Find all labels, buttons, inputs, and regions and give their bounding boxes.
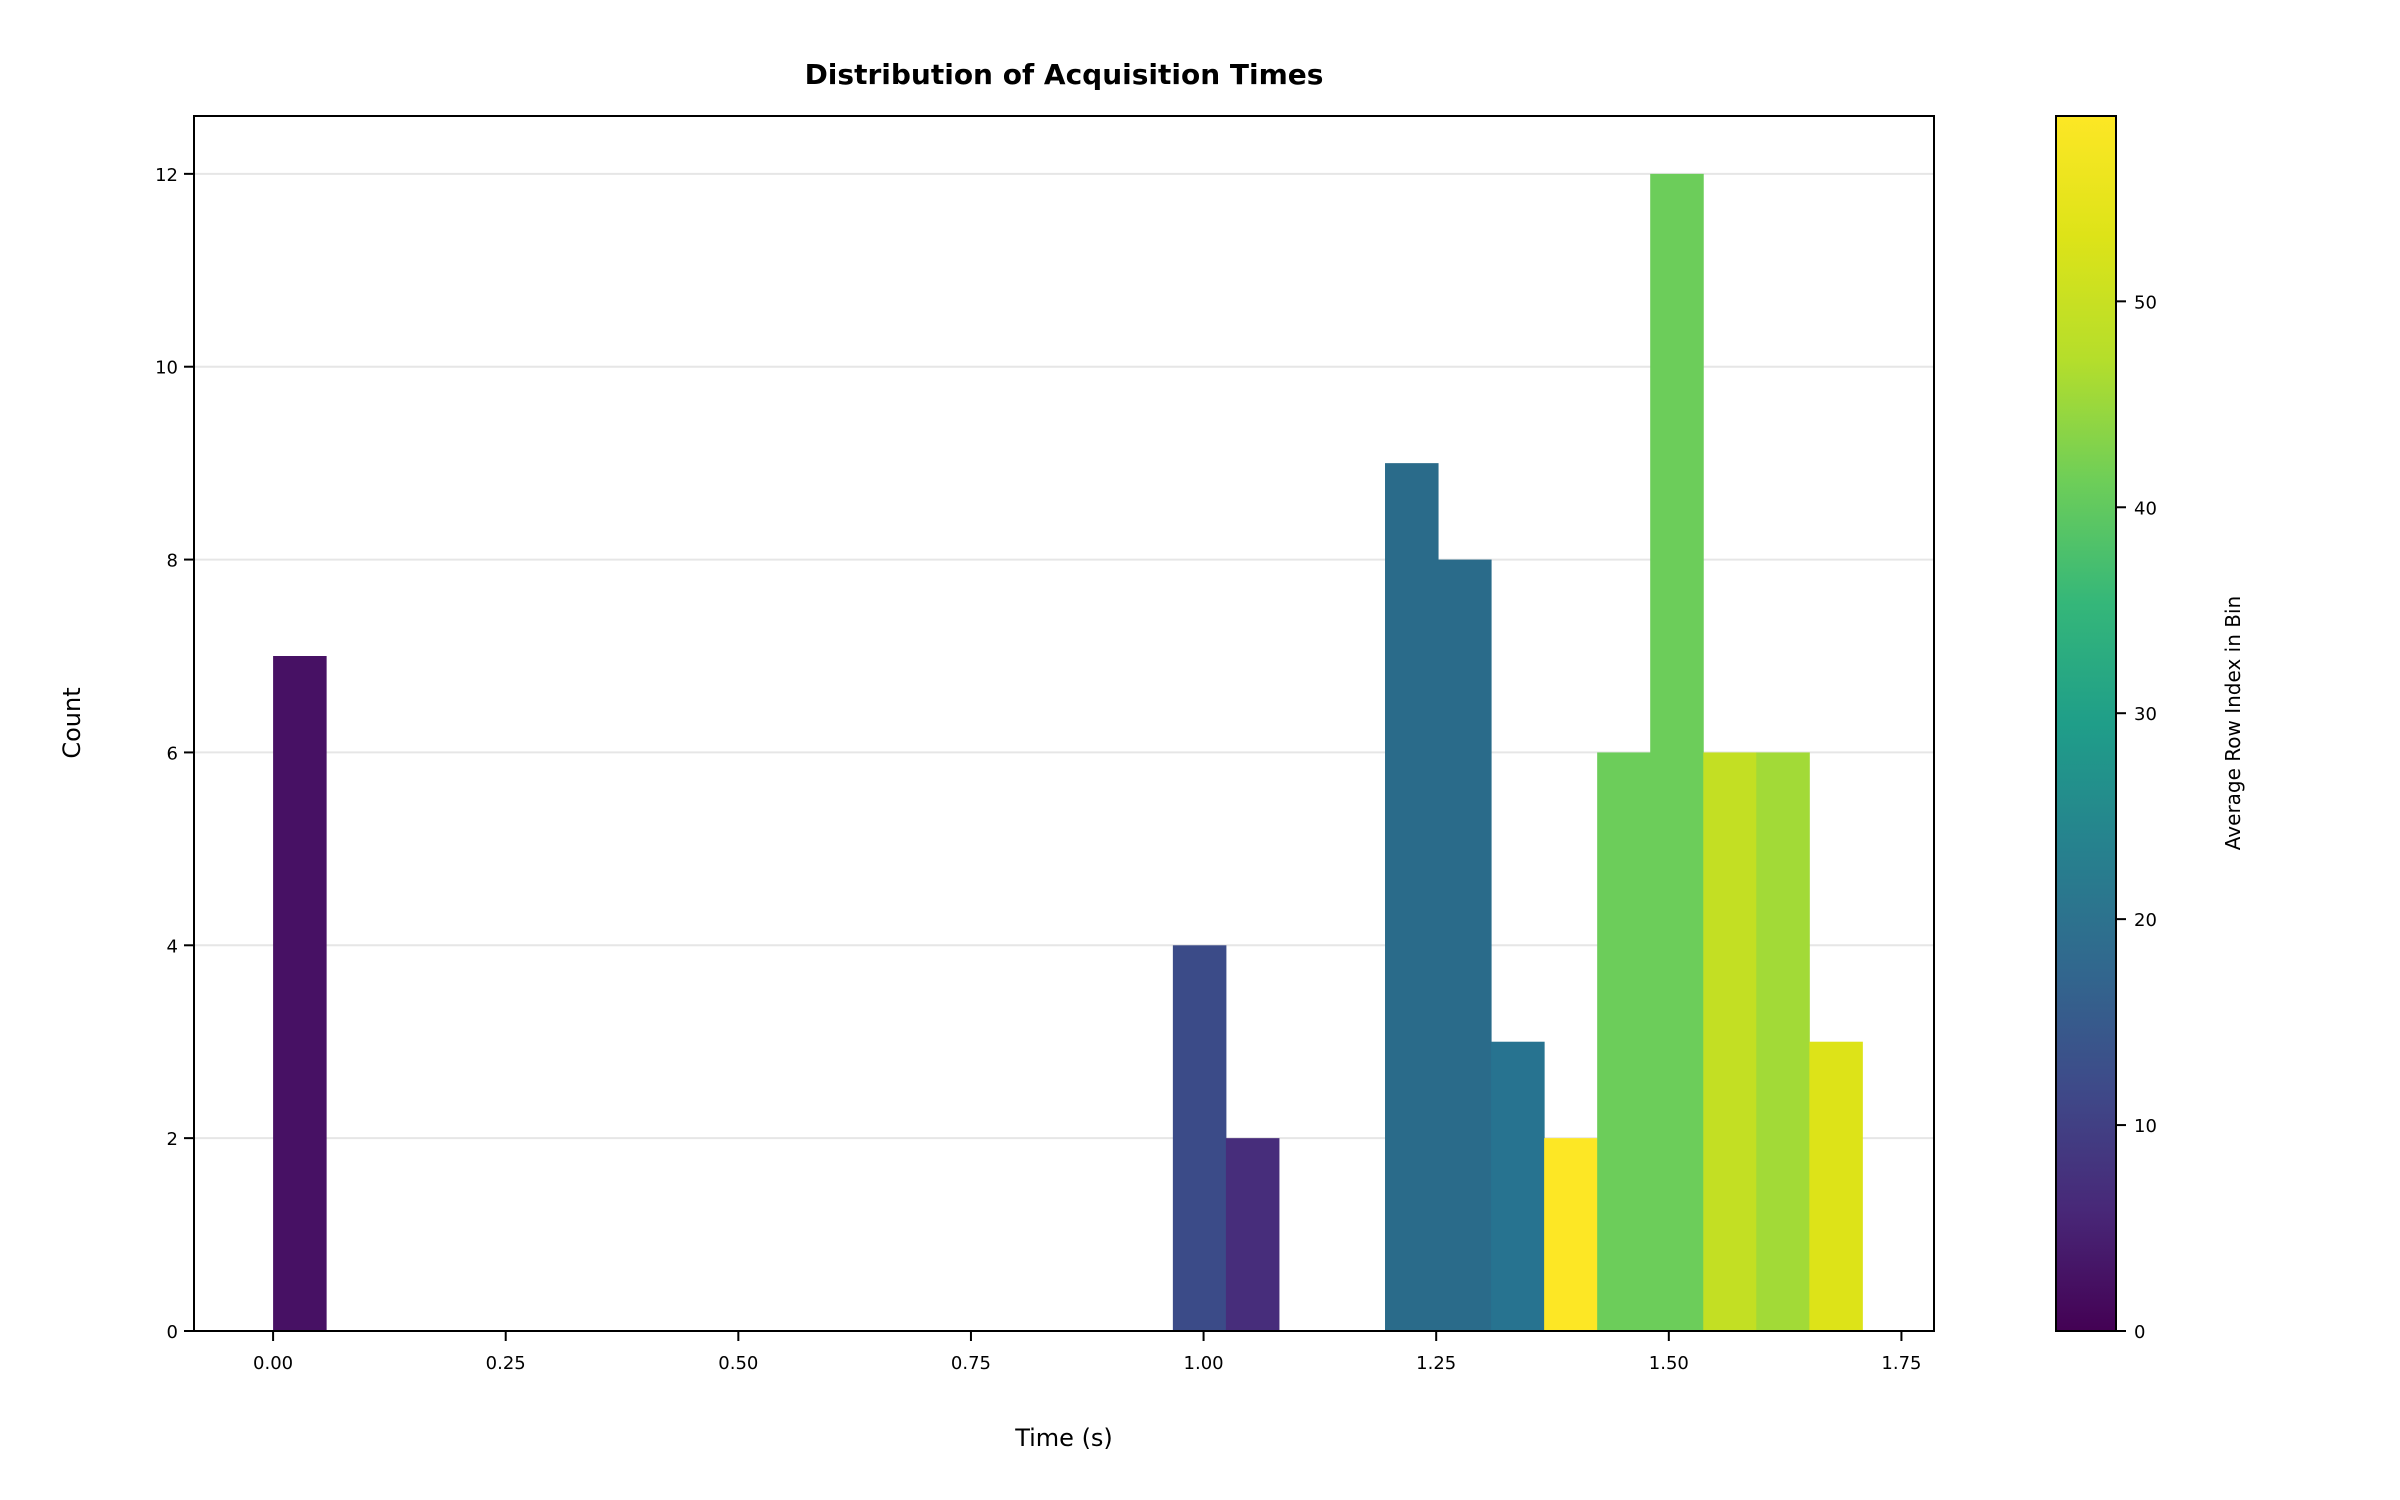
y-tick-label: 4 — [167, 936, 178, 957]
histogram-bar — [1597, 752, 1651, 1331]
x-axis-ticks: 0.00 0.25 0.50 0.75 1.00 1.25 1.50 1.75 — [253, 1331, 1921, 1374]
chart-title: Distribution of Acquisition Times — [805, 58, 1324, 91]
colorbar-tick-label: 0 — [2134, 1322, 2145, 1343]
y-tick-label: 10 — [155, 358, 178, 379]
y-tick-label: 2 — [167, 1129, 178, 1150]
y-tick-label: 12 — [155, 165, 178, 186]
x-tick-label: 0.25 — [486, 1353, 526, 1374]
histogram-bar — [273, 656, 327, 1331]
histogram-bar — [1438, 559, 1492, 1331]
colorbar-tick-label: 50 — [2134, 292, 2157, 313]
x-tick-label: 1.50 — [1649, 1353, 1689, 1374]
histogram-bar — [1491, 1041, 1545, 1331]
y-axis-label: Count — [58, 687, 86, 758]
x-tick-label: 1.00 — [1184, 1353, 1224, 1374]
x-tick-label: 1.75 — [1881, 1353, 1921, 1374]
plot-area-frame — [193, 115, 1935, 1332]
histogram-bar — [1756, 752, 1810, 1331]
histogram-bar — [1650, 173, 1704, 1331]
histogram-bar — [1703, 752, 1757, 1331]
x-axis-label: Time (s) — [1014, 1424, 1113, 1452]
x-tick-label: 1.25 — [1416, 1353, 1456, 1374]
colorbar-tick-label: 20 — [2134, 910, 2157, 931]
histogram-bar — [1172, 945, 1227, 1331]
colorbar-tick-label: 10 — [2134, 1116, 2157, 1137]
bars — [273, 173, 1863, 1332]
x-tick-label: 0.50 — [718, 1353, 758, 1374]
y-tick-label: 6 — [167, 743, 178, 764]
x-tick-label: 0.00 — [253, 1353, 293, 1374]
histogram-bar — [1225, 1138, 1280, 1331]
y-tick-label: 0 — [167, 1322, 178, 1343]
y-tick-label: 8 — [167, 551, 178, 572]
y-axis-ticks: 0 2 4 6 8 10 12 — [155, 165, 194, 1343]
histogram-bar — [1544, 1138, 1598, 1331]
colorbar-ticks: 0 10 20 30 40 50 — [2116, 292, 2157, 1343]
colorbar-tick-label: 40 — [2134, 498, 2157, 519]
x-tick-label: 0.75 — [951, 1353, 991, 1374]
histogram-bar — [1385, 463, 1439, 1332]
colorbar — [2055, 115, 2117, 1332]
histogram-bar — [1809, 1041, 1863, 1331]
colorbar-label: Average Row Index in Bin — [2221, 596, 2245, 850]
colorbar-tick-label: 30 — [2134, 704, 2157, 725]
